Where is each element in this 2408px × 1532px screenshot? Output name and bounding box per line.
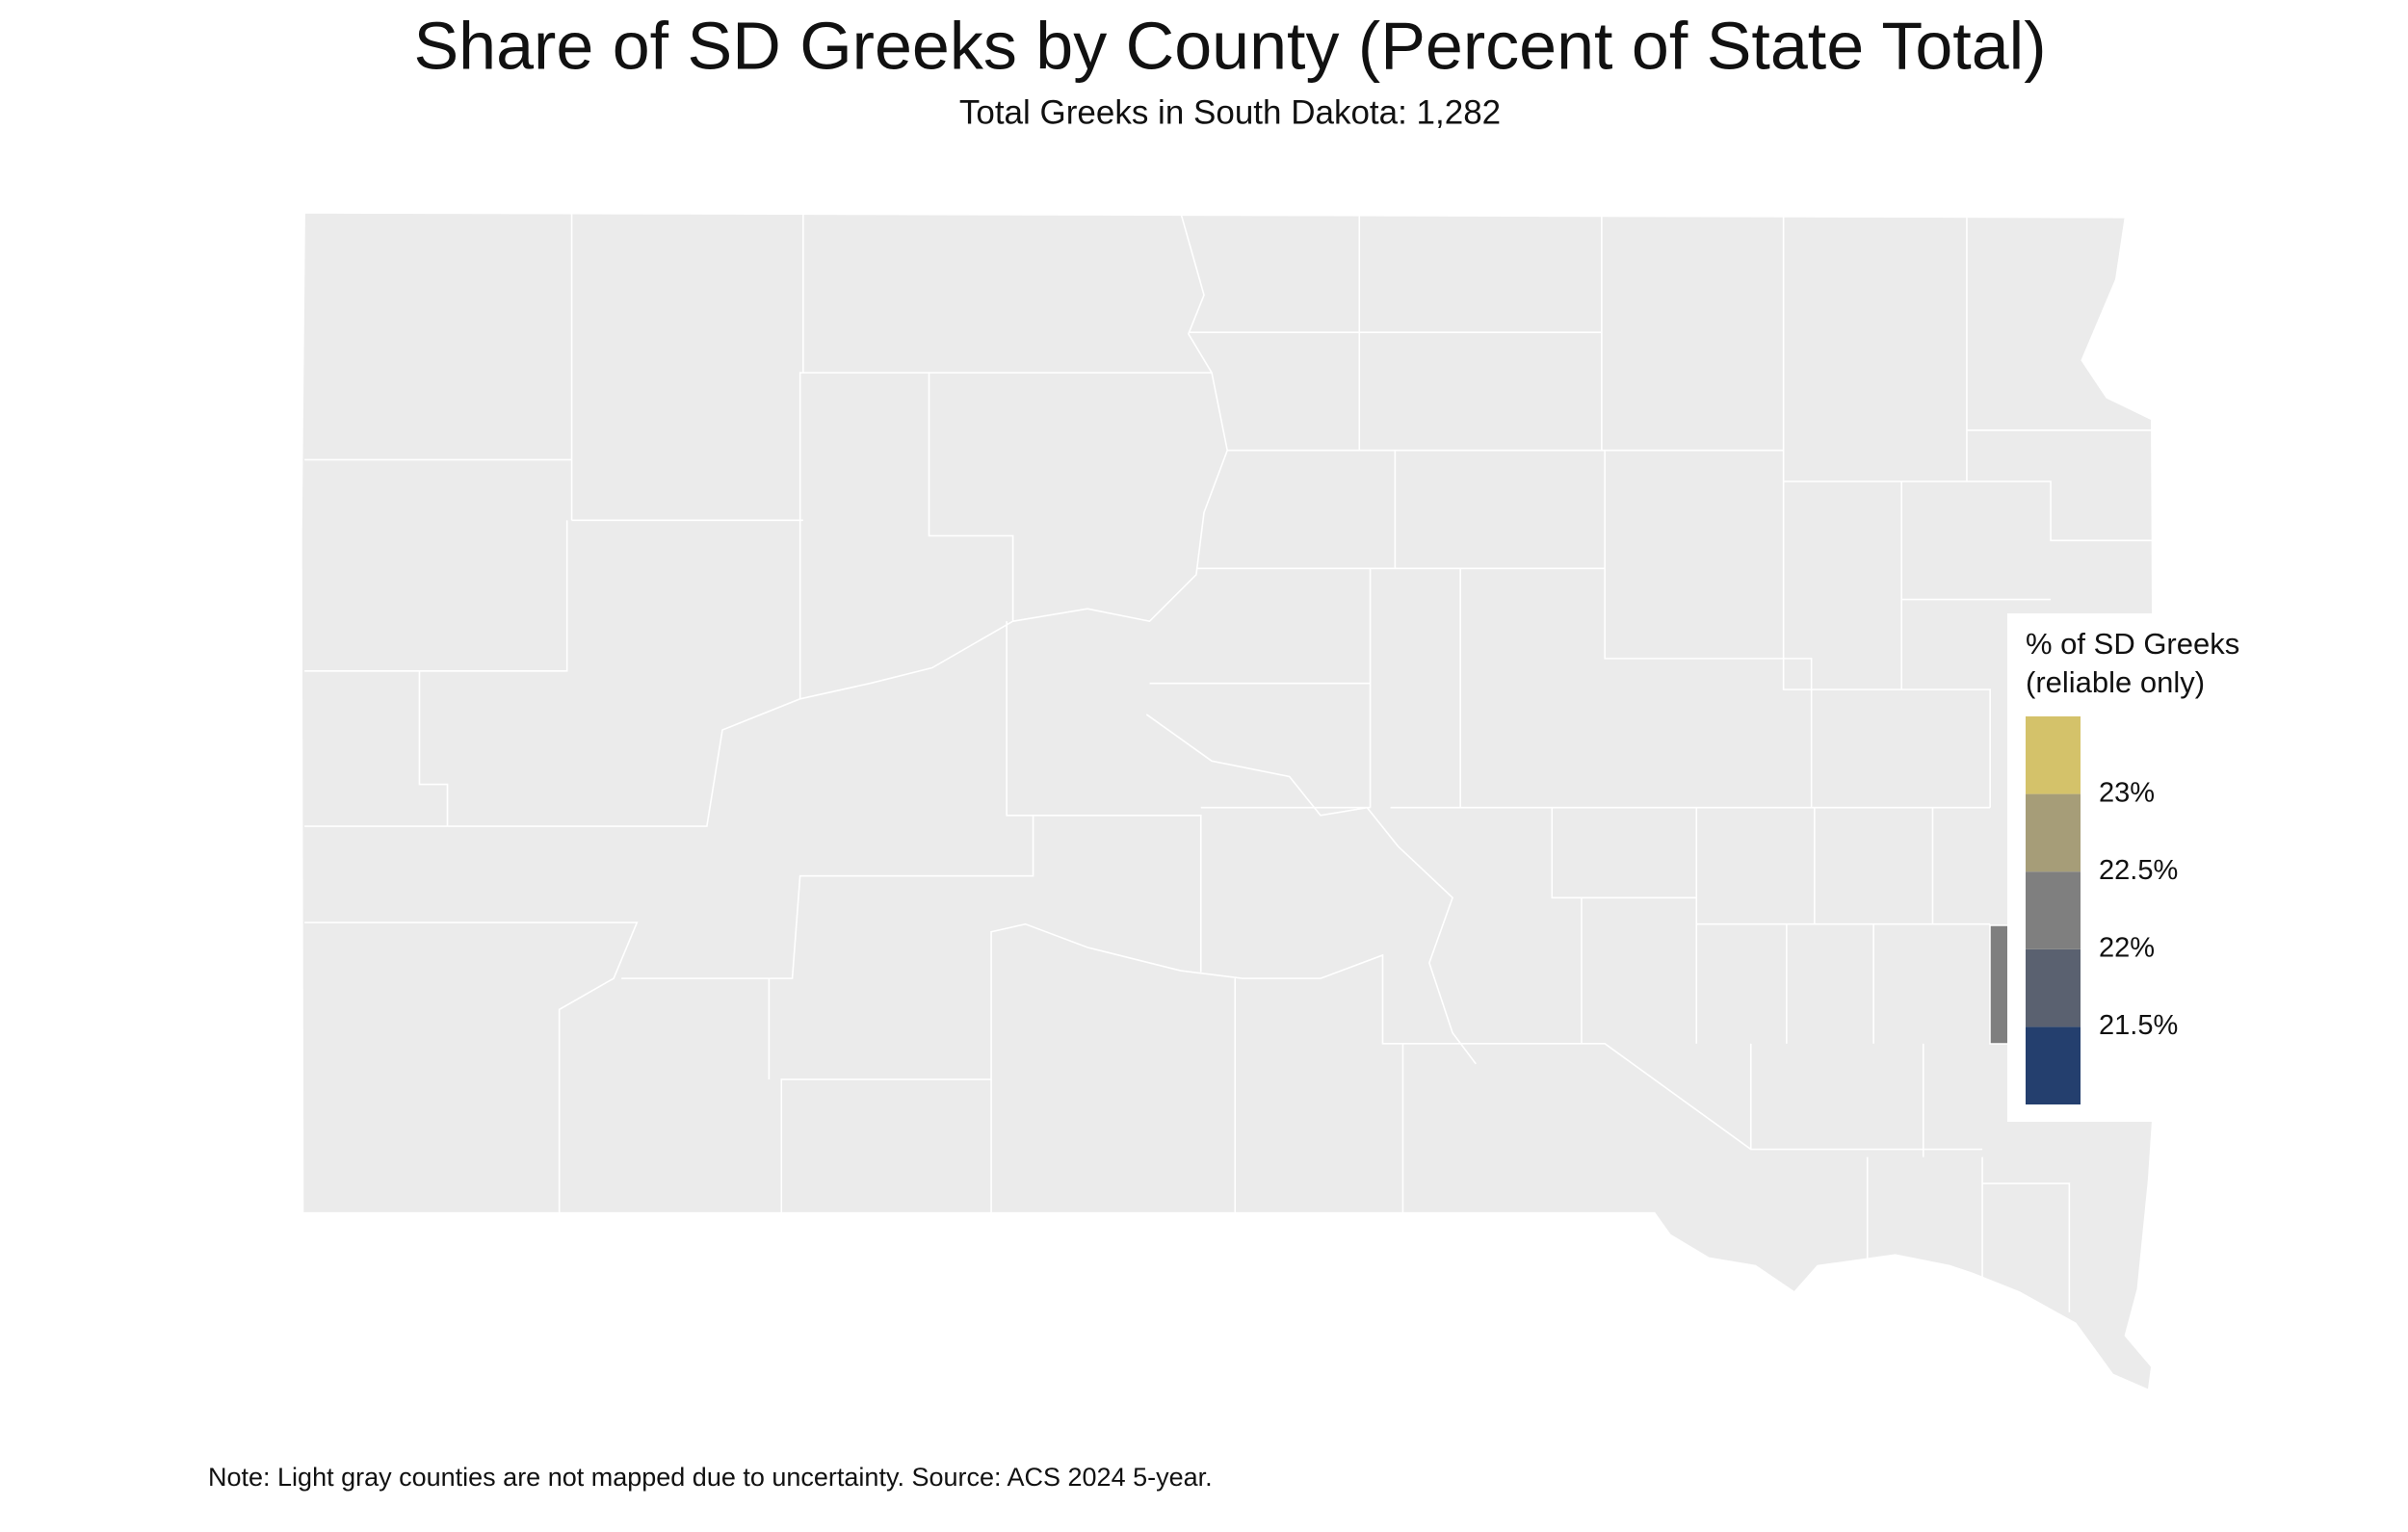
legend-bin [2026, 1026, 2081, 1104]
legend-bin [2026, 716, 2081, 794]
legend-tick-label: 23% [2099, 777, 2155, 808]
legend-tick-label: 21.5% [2099, 1010, 2178, 1041]
county-fill [1989, 924, 2009, 1045]
legend-bin [2026, 948, 2081, 1027]
legend-tick-label: 22% [2099, 932, 2155, 963]
legend-title: % of SD Greeks [2026, 627, 2239, 661]
legend-bin [2026, 871, 2081, 949]
map-title: Share of SD Greeks by County (Percent of… [413, 8, 2046, 83]
legend-title: (reliable only) [2026, 665, 2205, 699]
state-outline [301, 212, 2156, 1391]
map-subtitle: Total Greeks in South Dakota: 1,282 [959, 93, 1501, 131]
state-map [301, 212, 2156, 1391]
legend-bin [2026, 793, 2081, 872]
legend-tick-label: 22.5% [2099, 855, 2178, 886]
county-lines [304, 212, 2156, 1312]
map-note: Note: Light gray counties are not mapped… [208, 1463, 1213, 1492]
legend: % of SD Greeks (reliable only) 21.5% 22% 2… [2007, 613, 2239, 1122]
